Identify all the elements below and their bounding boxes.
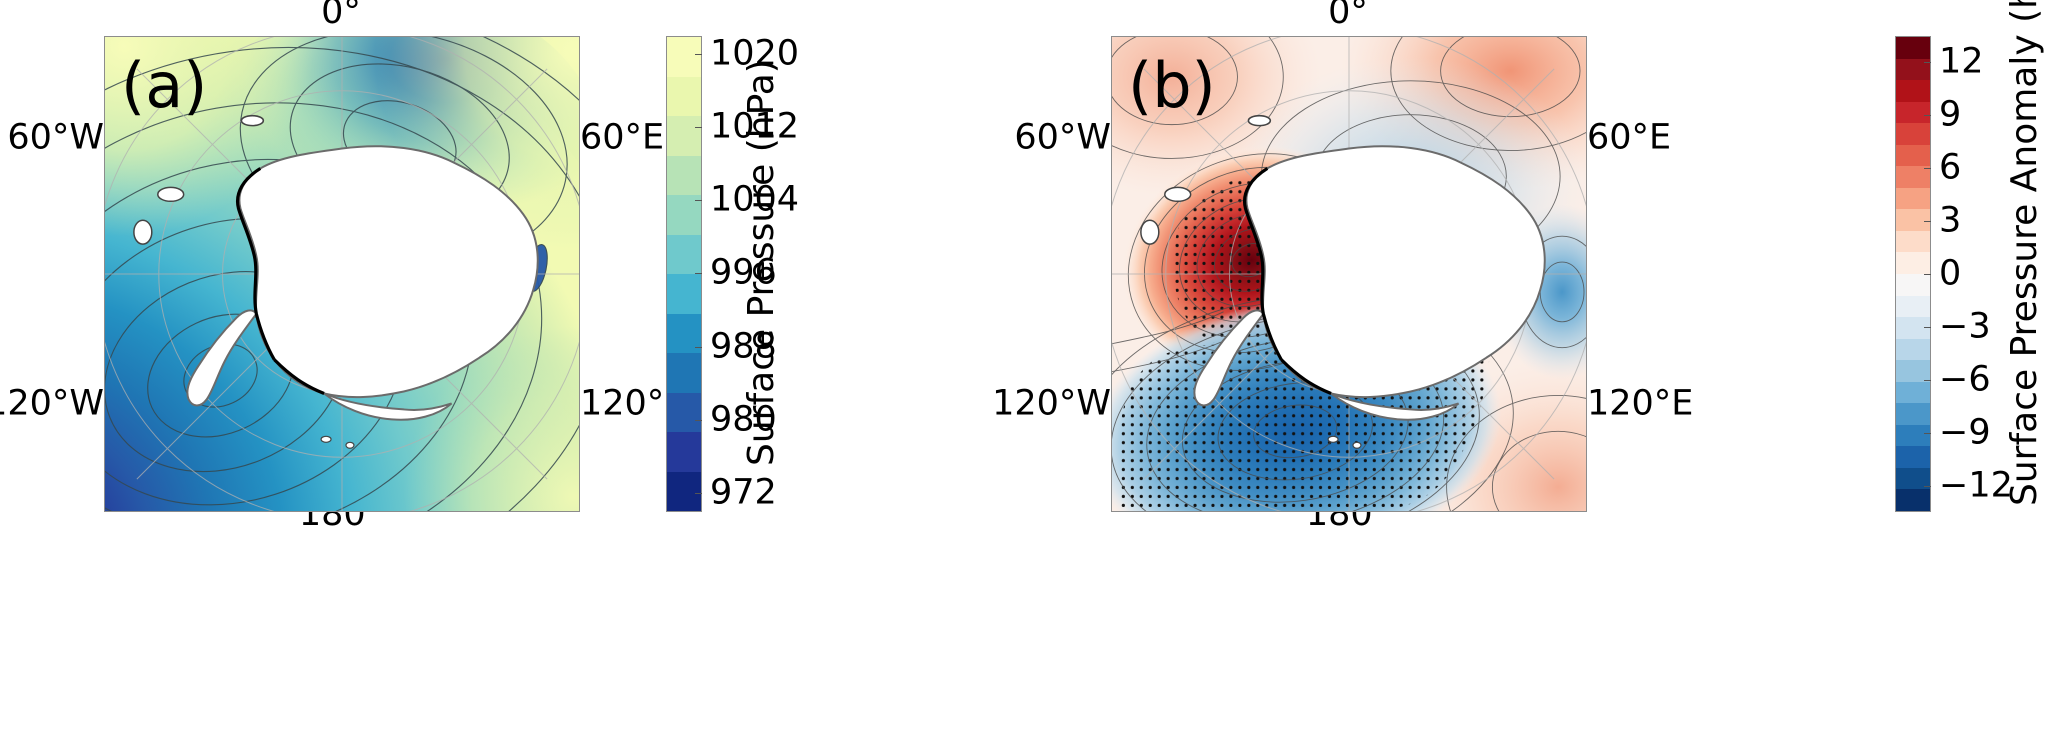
cbar-b-band	[1896, 381, 1930, 404]
cbar-a-band	[667, 353, 701, 393]
cbar-b-band	[1896, 230, 1930, 253]
cbar-a-tick-label: 996	[710, 252, 777, 293]
cbar-a-tick-label: 980	[710, 399, 777, 440]
cbar-a-band	[667, 313, 701, 353]
cbar-b-band	[1896, 467, 1930, 490]
cbar-a-tickmark	[695, 127, 702, 128]
cbar-b-band	[1896, 338, 1930, 361]
cbar-a-band	[667, 76, 701, 116]
panel-b-anomaly-field	[1112, 37, 1586, 511]
panel-b-map[interactable]: (b)	[1111, 36, 1587, 512]
cbar-b-tick-label: 6	[1939, 147, 1962, 188]
cbar-a-band	[667, 392, 701, 432]
panel-a-antarctica	[133, 114, 539, 449]
panel-b-colorbar[interactable]: 12 9 6 3 0 −3 −6 −9 −12	[1895, 36, 2013, 512]
cbar-b-band	[1896, 58, 1930, 81]
cbar-b-tick-label: 12	[1939, 41, 1984, 82]
panel-b-lon-label-right-upper: 60°E	[1587, 117, 1672, 158]
panel-b-lon-label-left-lower: 120°W	[992, 383, 1111, 424]
cbar-b-tick-label: 0	[1939, 253, 1962, 294]
cbar-b-band	[1896, 446, 1930, 468]
cbar-a-tick-label: 1020	[710, 33, 800, 74]
panel-a-lon-label-left-upper: 60°W	[7, 117, 104, 158]
cbar-b-tick-label: 3	[1939, 200, 1962, 241]
panel-b-letter: (b)	[1128, 49, 1216, 122]
panel-a-colorbar-bands	[666, 36, 702, 512]
cbar-b-band	[1896, 209, 1930, 231]
cbar-a-band	[667, 116, 701, 156]
cbar-a-tickmark	[695, 273, 702, 274]
cbar-a-band	[667, 471, 701, 511]
cbar-b-band	[1896, 101, 1930, 124]
cbar-a-tick-label: 1004	[710, 179, 800, 220]
panel-a-lon-label-top: 0°	[321, 0, 361, 32]
cbar-b-tickmark	[1924, 274, 1931, 275]
cbar-b-tick-label: 9	[1939, 94, 1962, 135]
cbar-b-band	[1896, 187, 1930, 210]
cbar-b-band	[1896, 252, 1930, 275]
cbar-a-tick-label: 972	[710, 472, 777, 513]
cbar-b-tick-label: −3	[1939, 306, 1991, 347]
cbar-b-band	[1896, 317, 1930, 339]
cbar-b-tickmark	[1924, 486, 1931, 487]
cbar-b-tickmark	[1924, 221, 1931, 222]
panel-b: 0° 180° 60°W 120°W 60°E 120°E	[992, 0, 2067, 729]
cbar-b-band	[1896, 360, 1930, 382]
panel-b-colorbar-title: Surface Pressure Anomaly (hPa)	[2004, 0, 2045, 506]
panel-a-lon-label-left-lower: 120°W	[0, 383, 104, 424]
cbar-b-band	[1896, 144, 1930, 167]
cbar-a-band	[667, 432, 701, 472]
cbar-a-tick-label: 1012	[710, 106, 800, 147]
cbar-a-band	[667, 195, 701, 235]
cbar-a-tickmark	[695, 54, 702, 55]
cbar-b-tickmark	[1924, 115, 1931, 116]
panel-a-colorbar-title: Surface Pressure (hPa)	[741, 59, 782, 466]
cbar-b-tickmark	[1924, 433, 1931, 434]
cbar-b-tickmark	[1924, 380, 1931, 381]
cbar-a-tickmark	[695, 493, 702, 494]
panel-a-pressure-field	[105, 37, 579, 511]
cbar-b-band	[1896, 424, 1930, 447]
panel-a-map[interactable]: (a)	[104, 36, 580, 512]
cbar-b-tickmark	[1924, 327, 1931, 328]
cbar-b-band	[1896, 80, 1930, 102]
panel-b-colorbar-bands	[1895, 36, 1931, 512]
cbar-b-band	[1896, 166, 1930, 188]
cbar-b-tick-label: −9	[1939, 412, 1991, 453]
cbar-b-band	[1896, 274, 1930, 296]
cbar-a-tickmark	[695, 200, 702, 201]
panel-a: 0° 180° 60°W 120°W 60°E 120°E	[0, 0, 799, 729]
cbar-b-band	[1896, 37, 1930, 59]
cbar-b-tick-label: −12	[1939, 465, 2013, 506]
cbar-b-band	[1896, 123, 1930, 145]
cbar-b-band	[1896, 489, 1930, 512]
cbar-a-band	[667, 37, 701, 77]
panel-b-lon-label-left-upper: 60°W	[1014, 117, 1111, 158]
panel-b-lon-label-right-lower: 120°E	[1587, 383, 1694, 424]
cbar-a-band	[667, 155, 701, 195]
cbar-a-band	[667, 274, 701, 314]
panel-b-antarctica	[1140, 114, 1546, 449]
cbar-b-tickmark	[1924, 62, 1931, 63]
cbar-a-tickmark	[695, 347, 702, 348]
cbar-b-band	[1896, 295, 1930, 318]
panel-b-lon-label-top: 0°	[1328, 0, 1368, 32]
cbar-b-band	[1896, 403, 1930, 425]
cbar-a-tick-label: 988	[710, 326, 777, 367]
cbar-b-tickmark	[1924, 168, 1931, 169]
panel-a-letter: (a)	[121, 49, 208, 122]
panel-a-colorbar[interactable]: 1020 1012 1004 996 988 980 972	[666, 36, 799, 512]
cbar-b-tick-label: −6	[1939, 359, 1991, 400]
cbar-a-band	[667, 234, 701, 274]
panel-a-lon-label-right-upper: 60°E	[580, 117, 665, 158]
cbar-a-tickmark	[695, 420, 702, 421]
